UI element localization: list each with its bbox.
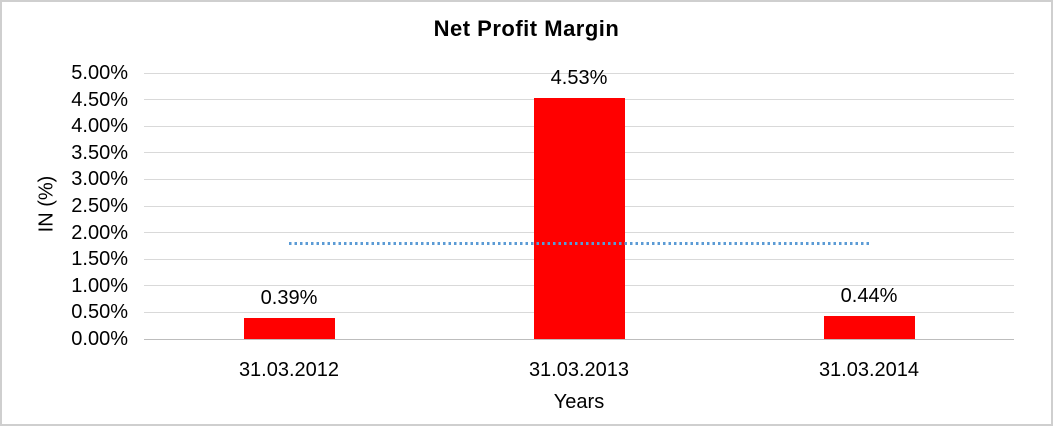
y-tick-label: 2.50% — [71, 195, 128, 217]
y-tick-label: 5.00% — [71, 62, 128, 84]
bar-value-label: 0.44% — [840, 284, 898, 307]
y-tick-label: 0.00% — [71, 328, 128, 350]
y-tick-label: 2.00% — [71, 221, 128, 244]
x-axis-title: Years — [553, 391, 605, 413]
y-tick-label: 1.00% — [71, 274, 128, 297]
y-tick-label: 1.50% — [71, 248, 128, 271]
bar — [823, 315, 915, 339]
x-category-label: 31.03.2013 — [528, 359, 630, 381]
y-tick-label: 4.50% — [71, 88, 128, 111]
x-category-label: 31.03.2014 — [818, 359, 920, 381]
bar-value-label: 0.39% — [260, 287, 318, 310]
x-axis-line — [144, 338, 1014, 340]
y-tick-label: 0.50% — [71, 301, 128, 324]
y-tick-label: 3.00% — [71, 168, 128, 191]
x-category-label: 31.03.2012 — [238, 359, 340, 381]
y-tick-label: 3.50% — [71, 141, 128, 164]
bar — [243, 318, 335, 339]
y-tick-label: 4.00% — [71, 115, 128, 138]
gridline — [144, 72, 1014, 74]
bar-value-label: 4.53% — [550, 67, 608, 90]
bar — [533, 98, 625, 339]
trendline — [289, 242, 869, 246]
chart-title: Net Profit Margin — [433, 16, 620, 41]
plot-area: 0.39% 4.53% 0.44% — [144, 67, 1014, 340]
